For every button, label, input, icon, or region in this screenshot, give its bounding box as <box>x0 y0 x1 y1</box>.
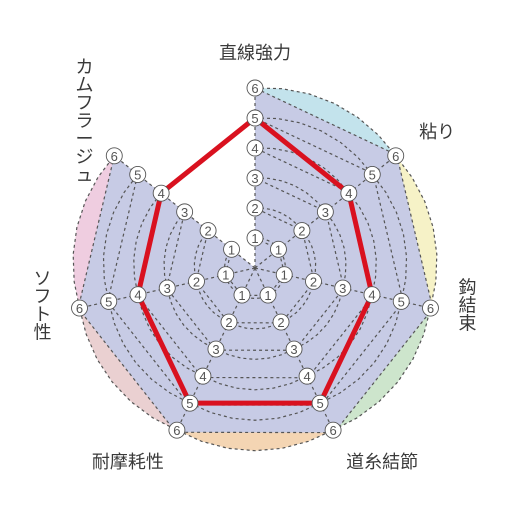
tick-label: 3 <box>181 205 188 220</box>
axis-label: 粘り <box>419 122 455 142</box>
tick-label: 1 <box>238 288 245 303</box>
tick-label: 5 <box>398 294 405 309</box>
tick-label: 1 <box>222 268 229 283</box>
axis-label: 道糸結節 <box>346 452 418 472</box>
tick-label: 6 <box>427 301 434 316</box>
tick-label: 4 <box>134 288 141 303</box>
tick-label: 6 <box>76 301 83 316</box>
tick-label: 5 <box>105 294 112 309</box>
tick-label: 3 <box>290 342 297 357</box>
tick-label: 5 <box>134 167 141 182</box>
tick-label: 2 <box>251 201 258 216</box>
tick-label: 5 <box>186 396 193 411</box>
tick-label: 2 <box>277 315 284 330</box>
tick-label: 1 <box>281 268 288 283</box>
tick-label: 2 <box>298 224 305 239</box>
radar-chart: 1234561234561234561234561234561234561234… <box>0 0 511 511</box>
tick-label: 5 <box>369 167 376 182</box>
tick-label: 6 <box>111 149 118 164</box>
axis-label: カムフラージュ <box>76 57 94 185</box>
tick-label: 4 <box>199 369 206 384</box>
tick-label: 6 <box>251 81 258 96</box>
tick-label: 4 <box>251 141 258 156</box>
axis-label: ソフト性 <box>33 269 51 343</box>
tick-label: 1 <box>275 242 282 257</box>
tick-label: 4 <box>303 369 310 384</box>
tick-label: 2 <box>310 274 317 289</box>
tick-label: 1 <box>228 242 235 257</box>
tick-label: 2 <box>204 224 211 239</box>
tick-label: 3 <box>339 281 346 296</box>
tick-label: 2 <box>193 274 200 289</box>
tick-label: 6 <box>329 423 336 438</box>
tick-label: 4 <box>158 186 165 201</box>
tick-label: 1 <box>251 231 258 246</box>
tick-label: 3 <box>322 205 329 220</box>
axis-label: 鈎結束 <box>459 278 477 334</box>
tick-label: 3 <box>251 171 258 186</box>
tick-label: 6 <box>392 149 399 164</box>
tick-label: 6 <box>173 423 180 438</box>
axis-label: 耐摩耗性 <box>92 452 164 472</box>
tick-label: 4 <box>368 288 375 303</box>
tick-label: 3 <box>212 342 219 357</box>
tick-label: 4 <box>345 186 352 201</box>
axis-label: 直線強力 <box>219 43 291 63</box>
tick-label: 5 <box>251 111 258 126</box>
tick-label: 3 <box>164 281 171 296</box>
tick-label: 5 <box>316 396 323 411</box>
tick-label: 1 <box>264 288 271 303</box>
tick-label: 2 <box>225 315 232 330</box>
